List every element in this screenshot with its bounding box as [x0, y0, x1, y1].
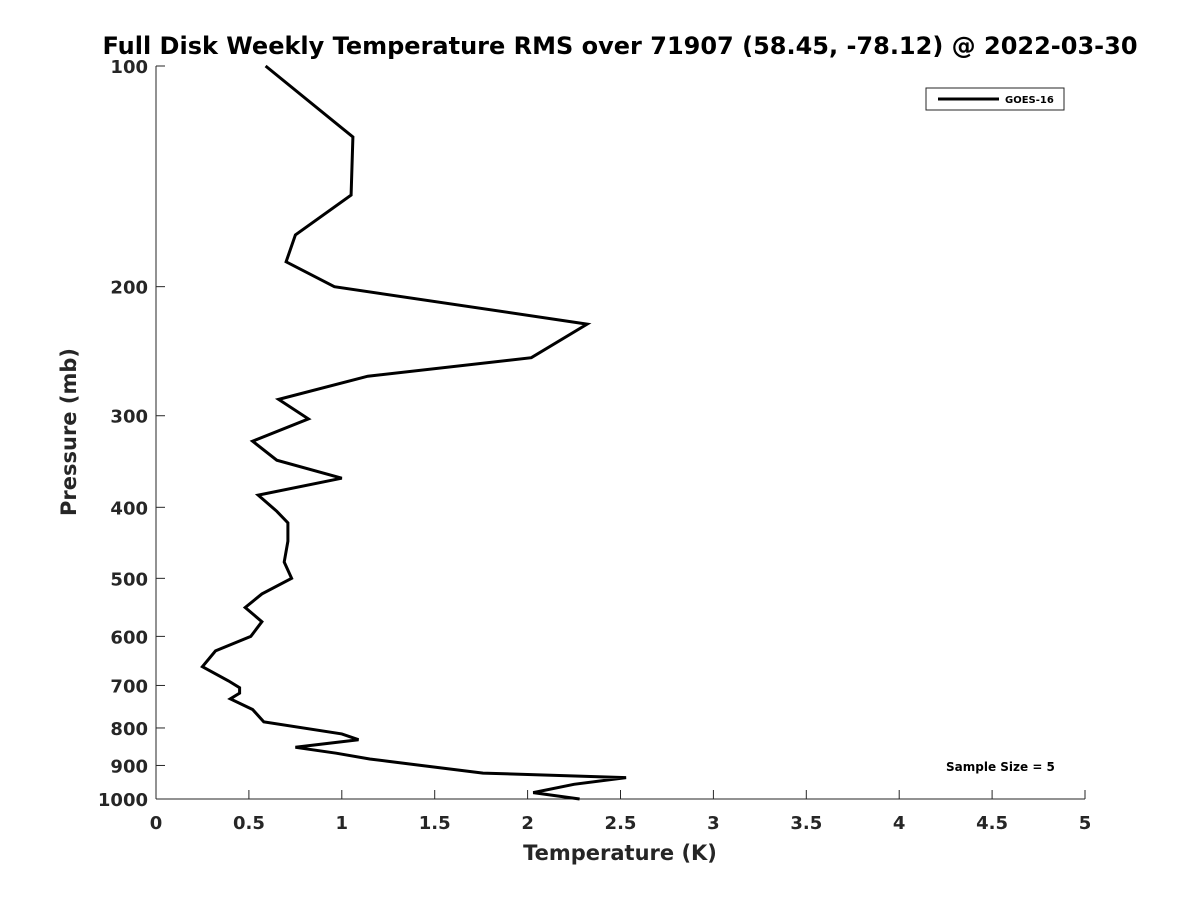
x-tick-label: 3.5 [790, 813, 822, 834]
y-tick-label: 100 [110, 57, 148, 78]
y-axis-label: Pressure (mb) [57, 348, 81, 516]
x-tick-label: 2.5 [605, 813, 637, 834]
legend-label: GOES-16 [1005, 95, 1054, 106]
x-tick-label: 4 [893, 813, 906, 834]
y-tick-label: 500 [110, 569, 148, 590]
y-tick-label: 700 [110, 676, 148, 697]
x-tick-label: 1.5 [419, 813, 451, 834]
x-tick-label: 5 [1079, 813, 1092, 834]
legend: GOES-16 [925, 87, 1065, 111]
y-tick-label: 900 [110, 756, 148, 777]
y-tick-label: 600 [110, 627, 148, 648]
y-tick-label: 400 [110, 498, 148, 519]
series-line-goes-16 [200, 64, 627, 801]
plot-area: 0 0.5 1 1.5 2 2.5 3 3.5 4 4.5 5 100 200 300 400 500 600… [98, 57, 1091, 834]
x-tick-label: 1 [336, 813, 349, 834]
x-tick-label: 3 [707, 813, 720, 834]
y-tick-label: 1000 [98, 790, 148, 811]
x-tick-label: 0.5 [233, 813, 265, 834]
y-ticks: 100 200 300 400 500 600 700 800 900 1000 [98, 57, 165, 811]
x-axis-label: Temperature (K) [523, 841, 717, 865]
x-tick-label: 0 [150, 813, 163, 834]
sample-size-annotation: Sample Size = 5 [946, 760, 1055, 774]
x-tick-label: 2 [521, 813, 534, 834]
y-tick-label: 800 [110, 719, 148, 740]
chart-title: Full Disk Weekly Temperature RMS over 71… [102, 32, 1137, 60]
x-ticks: 0 0.5 1 1.5 2 2.5 3 3.5 4 4.5 5 [150, 790, 1092, 834]
y-tick-label: 300 [110, 407, 148, 428]
y-tick-label: 200 [110, 278, 148, 299]
x-tick-label: 4.5 [976, 813, 1008, 834]
